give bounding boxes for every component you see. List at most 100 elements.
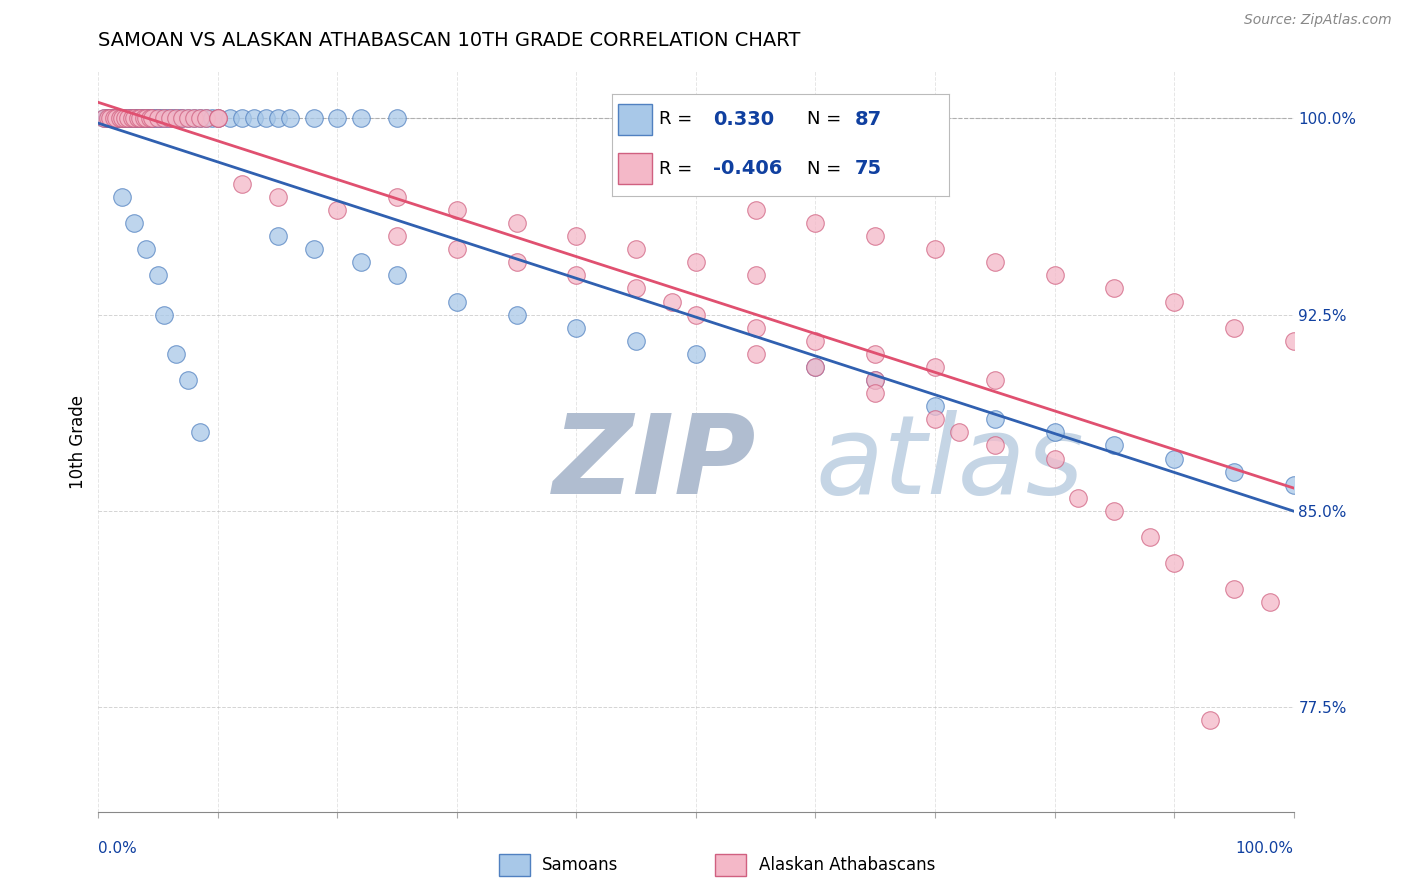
Point	[135, 112, 157, 126]
Point	[111, 190, 134, 204]
Point	[626, 281, 648, 295]
Text: R =: R =	[659, 160, 697, 178]
Point	[145, 112, 167, 126]
Point	[446, 242, 468, 256]
Text: R =: R =	[659, 111, 697, 128]
Point	[207, 112, 229, 126]
Text: 0.330: 0.330	[713, 110, 773, 128]
Point	[1163, 294, 1185, 309]
Text: Alaskan Athabascans: Alaskan Athabascans	[759, 856, 935, 874]
Point	[1282, 334, 1305, 348]
Point	[111, 112, 134, 126]
Point	[141, 112, 163, 126]
Text: atlas: atlas	[815, 410, 1084, 517]
Point	[1223, 465, 1246, 479]
Text: 87: 87	[855, 110, 882, 128]
Point	[948, 425, 970, 440]
Point	[127, 112, 149, 126]
Point	[124, 112, 146, 126]
Point	[302, 112, 325, 126]
Point	[103, 112, 125, 126]
Point	[267, 112, 290, 126]
Point	[148, 268, 170, 283]
Point	[506, 308, 529, 322]
Point	[326, 202, 349, 217]
Point	[565, 320, 588, 334]
Point	[165, 112, 187, 126]
Point	[153, 308, 176, 322]
Point	[804, 216, 827, 230]
Point	[159, 112, 181, 126]
Text: 0.0%: 0.0%	[98, 841, 138, 856]
Point	[1043, 268, 1066, 283]
Point	[124, 112, 146, 126]
Point	[924, 412, 946, 426]
Point	[207, 112, 229, 126]
Point	[135, 242, 157, 256]
Point	[506, 255, 529, 269]
Point	[865, 386, 887, 401]
Point	[135, 112, 157, 126]
Point	[626, 242, 648, 256]
Point	[984, 412, 1007, 426]
Point	[129, 112, 152, 126]
Point	[661, 294, 683, 309]
Point	[984, 438, 1007, 452]
Point	[745, 268, 768, 283]
Point	[865, 373, 887, 387]
Point	[231, 177, 253, 191]
Point	[804, 334, 827, 348]
Point	[1104, 438, 1126, 452]
Point	[984, 373, 1007, 387]
Point	[243, 112, 266, 126]
Point	[865, 347, 887, 361]
Point	[121, 112, 143, 126]
Point	[1282, 477, 1305, 491]
Point	[97, 112, 120, 126]
Point	[162, 112, 184, 126]
Point	[1043, 451, 1066, 466]
Point	[129, 112, 152, 126]
Point	[98, 112, 122, 126]
Point	[105, 112, 128, 126]
Point	[188, 425, 211, 440]
Point	[98, 112, 122, 126]
Point	[745, 347, 768, 361]
Point	[177, 112, 200, 126]
Point	[141, 112, 163, 126]
Bar	[619, 153, 652, 184]
Point	[159, 112, 181, 126]
Text: Source: ZipAtlas.com: Source: ZipAtlas.com	[1244, 13, 1392, 28]
Point	[183, 112, 205, 126]
Point	[132, 112, 155, 126]
Point	[148, 112, 170, 126]
Point	[207, 112, 229, 126]
Point	[129, 112, 152, 126]
Point	[117, 112, 139, 126]
Point	[195, 112, 218, 126]
Point	[1223, 320, 1246, 334]
Point	[105, 112, 128, 126]
Point	[149, 112, 172, 126]
Point	[446, 202, 468, 217]
Point	[120, 112, 142, 126]
Point	[124, 216, 146, 230]
Point	[141, 112, 163, 126]
Point	[1258, 595, 1281, 609]
Point	[924, 242, 946, 256]
Point	[1199, 713, 1222, 727]
Point	[865, 373, 887, 387]
Point	[685, 255, 707, 269]
Point	[183, 112, 205, 126]
Point	[385, 112, 409, 126]
Point	[1043, 425, 1066, 440]
Point	[188, 112, 211, 126]
Text: N =: N =	[807, 160, 848, 178]
Point	[96, 112, 118, 126]
Point	[108, 112, 131, 126]
Point	[446, 294, 468, 309]
Point	[165, 112, 187, 126]
Point	[132, 112, 155, 126]
Point	[1104, 504, 1126, 518]
Point	[685, 308, 707, 322]
